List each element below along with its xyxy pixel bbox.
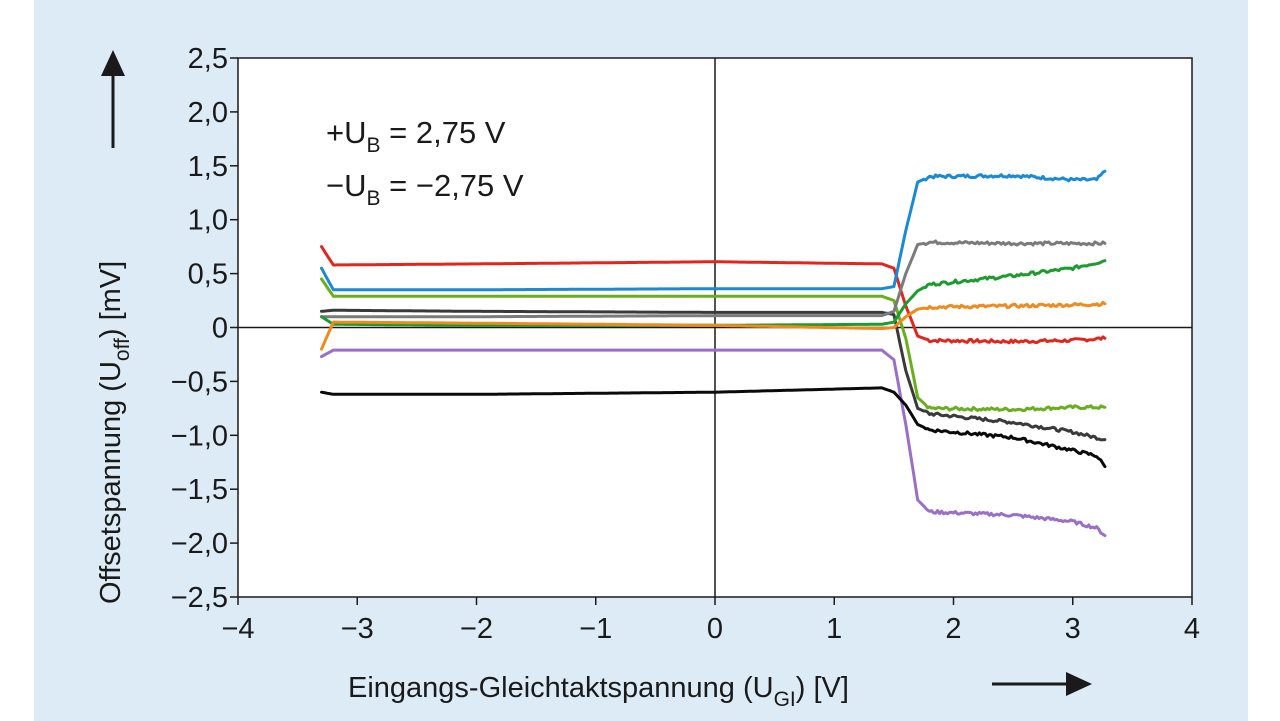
series-line-2 [320,169,1107,292]
x-tick-label: 1 [826,613,842,645]
x-tick-label: 2 [945,613,961,645]
y-tick-label: −2,0 [171,528,228,560]
x-axis-title-tail: ) [V] [796,672,849,704]
annotation-minus-ub-pre: −U [326,168,367,203]
y-tick-label: −0,5 [171,366,228,398]
y-tick-label: −2,5 [171,582,228,614]
y-axis-title-tail: ) [mV] [95,261,127,338]
y-axis-title-main: Offsetspannung (U [95,361,127,604]
annotation-minus-ub-sub: B [367,187,381,210]
series-line-4 [320,308,1107,442]
series-layer [320,169,1107,538]
annotation-layer: +UB = 2,75 V −UB = −2,75 V [326,115,524,210]
series-line-7 [320,300,1107,351]
y-tick-label: 0 [212,313,228,345]
series-line-3 [320,277,1107,413]
x-axis-title: Eingangs-Gleichtaktspannung (UGI) [V] [348,672,849,711]
x-axis-title-sub: GI [774,688,796,711]
x-tick-label: 0 [707,613,723,645]
annotation-plus-ub: +UB = 2,75 V [326,115,506,157]
y-tick-label: 1,0 [188,205,228,237]
x-tick-label: 3 [1065,613,1081,645]
annotation-plus-ub-sub: B [367,134,381,157]
x-tick-label: −1 [579,613,612,645]
y-axis-title: Offsetspannung (Uoff) [mV] [95,261,134,604]
x-tick-label: −4 [221,613,254,645]
annotation-plus-ub-post: = 2,75 V [381,115,506,150]
x-tick-label: −2 [460,613,493,645]
x-axis-title-main: Eingangs-Gleichtaktspannung (U [348,672,774,704]
y-tick-label: −1,0 [171,420,228,452]
x-tick-label: 4 [1184,613,1200,645]
annotation-plus-ub-pre: +U [326,115,367,150]
series-line-8 [320,348,1107,538]
series-line-1 [320,245,1107,345]
x-tick-label: −3 [341,613,374,645]
y-tick-label: 1,5 [188,151,228,183]
y-axis-title-sub: off [111,338,134,361]
ticks-layer: 2,5 2,0 1,5 1,0 0,5 0 −0,5 −1,0 −1,5 −2,0 −2,5−4 −3… [171,43,1200,645]
y-axis-arrow-head [101,50,125,76]
axes-layer [237,57,1193,598]
y-tick-label: 2,0 [188,97,228,129]
x-axis-title-group: Eingangs-Gleichtaktspannung (UGI) [V] [348,672,1092,711]
x-axis-arrow-head [1066,672,1092,696]
series-line-9 [320,386,1107,469]
annotation-minus-ub-post: = −2,75 V [381,168,524,203]
y-tick-label: 2,5 [188,43,228,75]
y-tick-label: 0,5 [188,259,228,291]
series-line-5 [320,239,1107,319]
y-axis-title-group: Offsetspannung (Uoff) [mV] [95,50,134,604]
y-tick-label: −1,5 [171,474,228,506]
annotation-minus-ub: −UB = −2,75 V [326,168,524,210]
